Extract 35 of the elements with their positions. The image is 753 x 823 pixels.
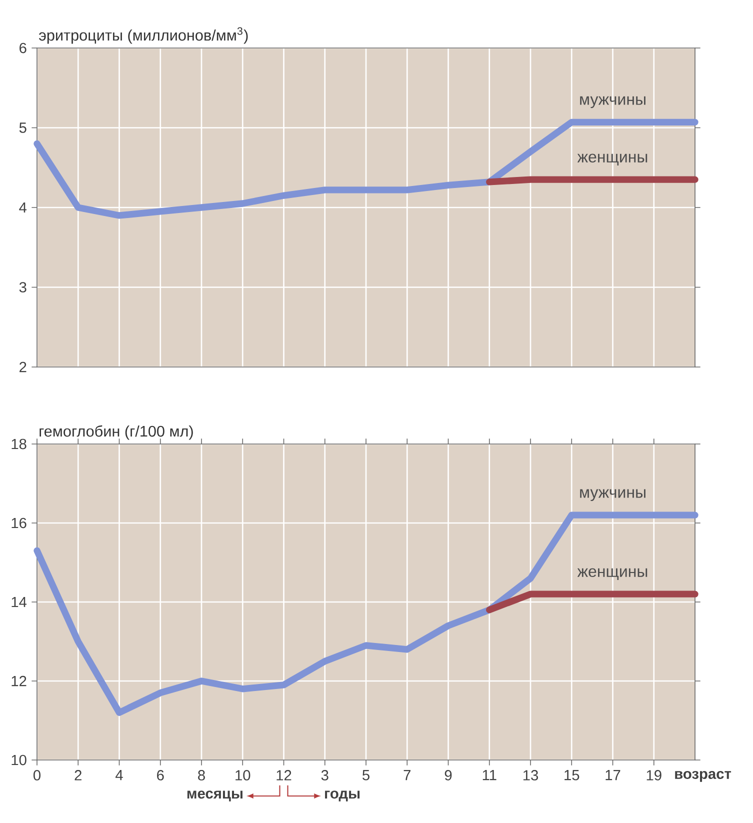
y-axis-title: гемоглобин (г/100 мл)	[40, 425, 193, 440]
text: годы	[325, 790, 360, 802]
series-label: женщины	[577, 154, 648, 166]
series-label: мужчины	[580, 489, 646, 502]
y-tick-label: 6	[20, 42, 26, 54]
y-tick-label: 4	[19, 202, 27, 213]
x-tick-label: 8	[198, 770, 205, 780]
x-tick-label: 17	[606, 770, 620, 780]
series-label: мужчины	[580, 96, 646, 108]
y-axis-title: эритроциты (миллионов/мм$^{3}$)	[39, 27, 248, 44]
y-tick-label: 18	[12, 438, 26, 450]
y-tick-label: 10	[12, 754, 26, 766]
y-tick-label: 16	[12, 518, 26, 528]
y-tick-label: 3	[19, 282, 26, 292]
y-tick-label: 12	[12, 676, 26, 686]
x-tick-label: 10	[236, 770, 250, 780]
series-label: женщины	[577, 568, 648, 580]
y-tick-label: 5	[19, 122, 26, 133]
x-tick-label: 12	[276, 770, 292, 780]
x-tick-label: 5	[362, 770, 370, 780]
x-tick-label: 0	[33, 770, 40, 780]
y-tick-label: 14	[12, 596, 27, 608]
text: месяцы	[187, 790, 242, 802]
y-tick-label: 2	[20, 362, 26, 372]
x-tick-label: 19	[646, 770, 662, 780]
x-tick-label: 4	[116, 770, 123, 780]
x-tick-label: 3	[321, 770, 328, 780]
x-tick-label: 11	[482, 770, 496, 780]
x-axis-title: возраст	[675, 770, 732, 782]
x-tick-label: 9	[444, 770, 452, 780]
x-tick-label: 13	[523, 770, 538, 780]
x-tick-label: 6	[157, 770, 164, 780]
x-tick-label: 2	[74, 770, 82, 780]
x-tick-label: 15	[564, 770, 580, 780]
x-tick-label: 7	[404, 770, 410, 780]
